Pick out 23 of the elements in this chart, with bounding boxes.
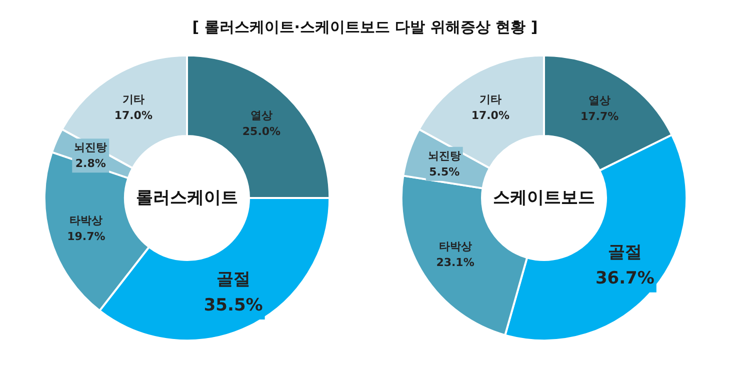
text: 롤러스케이트: [136, 188, 238, 208]
data-label: 17.0%: [114, 108, 152, 122]
slice-label: 열상: [588, 94, 610, 108]
slice-label: 골절: [216, 270, 250, 290]
data-label: 17.0%: [470, 108, 509, 122]
data-label: 25.0%: [242, 125, 280, 138]
slice-label: 열상: [250, 109, 272, 122]
data-label: 35.5%: [203, 296, 262, 316]
text: 스케이트보드: [492, 188, 594, 208]
data-label: 23.1%: [436, 256, 474, 270]
slice-label: 뇌진탕: [74, 141, 107, 154]
slice-label: 뇌진탕: [427, 149, 460, 162]
slice-label: 타박상: [69, 214, 102, 227]
slice-label: 타박상: [438, 240, 472, 254]
data-label: 5.5%: [428, 165, 460, 178]
text: [ 롤러스케이트·스케이트보드 다발 위해증상 현황 ]: [191, 17, 539, 38]
data-label: 36.7%: [594, 268, 654, 288]
slice-label: 기타: [122, 92, 144, 106]
data-label: 2.8%: [74, 157, 106, 170]
slice-label: 골절: [607, 242, 642, 262]
data-label: 19.7%: [66, 230, 105, 243]
slice-label: 기타: [478, 92, 501, 106]
data-label: 17.7%: [580, 110, 618, 124]
